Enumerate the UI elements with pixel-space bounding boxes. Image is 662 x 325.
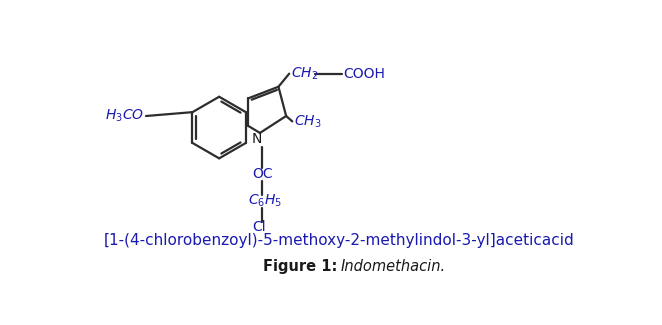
Text: OC: OC — [252, 167, 273, 181]
Text: $CH_2$: $CH_2$ — [291, 65, 318, 82]
Text: N: N — [252, 132, 262, 146]
Text: $CH_3$: $CH_3$ — [294, 113, 321, 130]
Text: [1-(4-chlorobenzoyl)-5-methoxy-2-methylindol-3-yl]aceticacid: [1-(4-chlorobenzoyl)-5-methoxy-2-methyli… — [104, 233, 575, 248]
Text: Indomethacin.: Indomethacin. — [341, 259, 446, 274]
Text: Cl: Cl — [252, 220, 266, 234]
Text: $H_3CO$: $H_3CO$ — [105, 108, 144, 124]
Text: $C_6H_5$: $C_6H_5$ — [248, 192, 283, 209]
Text: COOH: COOH — [343, 67, 385, 81]
Text: Figure 1:: Figure 1: — [263, 259, 338, 274]
